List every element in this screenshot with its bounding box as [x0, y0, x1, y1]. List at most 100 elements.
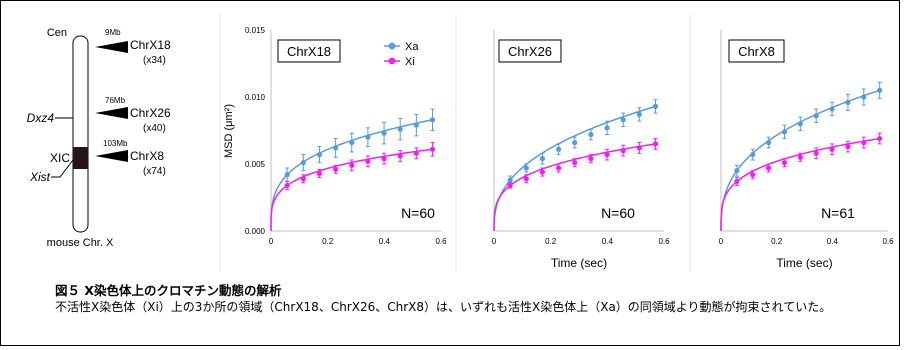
locus-position: 9Mb: [105, 28, 121, 37]
data-point: [333, 145, 339, 151]
x-tick-label: 0.4: [827, 237, 839, 246]
dxz4-label: Dxz4: [27, 111, 55, 125]
data-point: [284, 172, 290, 178]
data-point: [300, 160, 306, 166]
data-point: [365, 134, 371, 140]
legend-label: Xi: [405, 56, 415, 68]
legend-marker: [388, 42, 396, 50]
data-point: [877, 87, 883, 93]
msd-chart-chrx18: 0 0.2 0.4 0.6 0.000 0.005 0.010 0.015 MSD (μm²) C…: [223, 26, 447, 246]
data-point: [572, 160, 578, 166]
x-tick-label: 0.2: [545, 237, 557, 246]
data-point: [429, 117, 436, 123]
data-point: [734, 178, 740, 185]
x-tick-label: 0: [719, 237, 724, 246]
data-point: [523, 176, 529, 182]
data-point: [397, 126, 403, 132]
data-point: [813, 113, 819, 119]
data-point: [829, 106, 835, 112]
sample-size-label: N=60: [601, 205, 635, 221]
sample-size-label: N=61: [821, 205, 855, 221]
legend-label: Xa: [405, 41, 419, 53]
xist-label: Xist: [29, 170, 51, 184]
xist-line: [51, 159, 74, 178]
data-point: [750, 172, 756, 178]
data-point: [604, 152, 610, 158]
locus-name: ChrX26: [130, 106, 171, 120]
caption-body: 不活性X染色体（Xi）上の3か所の領域（ChrX18、ChrX26、ChrX8）…: [55, 300, 832, 314]
sample-size-label: N=60: [401, 205, 435, 221]
data-point: [765, 139, 772, 146]
data-point: [349, 139, 355, 146]
x-tick-label: 0: [492, 237, 497, 246]
locus-chrx8: 103Mb ChrX8 (x74): [95, 139, 166, 177]
data-point: [507, 177, 513, 183]
msd-chart-chrx26: 0 0.2 0.4 0.6 Time (sec) ChrX26 N=60: [492, 30, 670, 270]
locus-position: 103Mb: [103, 139, 128, 148]
data-point: [845, 143, 851, 150]
data-point: [750, 152, 756, 158]
y-tick-label: 0.015: [245, 26, 266, 35]
data-point: [652, 141, 659, 147]
xic-label: XIC: [50, 151, 70, 165]
y-axis-label: MSD (μm²): [223, 104, 235, 158]
series-xa: [270, 108, 436, 232]
locus-copies: (x74): [143, 166, 166, 177]
locus-copies: (x34): [143, 55, 166, 66]
data-point: [652, 103, 659, 109]
panel-title: ChrX8: [738, 44, 775, 59]
data-point: [797, 121, 803, 127]
data-point: [333, 166, 339, 172]
data-point: [588, 156, 594, 162]
data-point: [781, 160, 788, 166]
panel-title-box: [498, 39, 562, 63]
data-point: [620, 117, 626, 123]
data-point: [284, 182, 290, 189]
panel-title: ChrX18: [287, 44, 331, 59]
x-tick-label: 0.4: [379, 237, 391, 246]
locus-copies: (x40): [143, 123, 166, 134]
data-point: [813, 150, 819, 156]
data-point: [620, 148, 626, 154]
locus-chrx26: 76Mb ChrX26 (x40): [95, 96, 171, 134]
locus-name: ChrX18: [130, 38, 171, 52]
data-point: [316, 170, 323, 176]
data-point: [397, 153, 403, 159]
data-point: [539, 156, 546, 162]
data-point: [429, 146, 436, 152]
data-point: [507, 182, 513, 189]
locus-arrow: [95, 150, 128, 162]
data-point: [636, 111, 642, 118]
y-tick-label: 0.000: [245, 227, 266, 236]
legend-marker: [388, 57, 396, 65]
chromosome-name: mouse Chr. X: [47, 237, 114, 249]
x-tick-label: 0: [269, 237, 274, 246]
data-point: [765, 165, 772, 171]
series-xi: [493, 138, 659, 232]
x-axis-label: Time (sec): [551, 256, 607, 270]
data-point: [797, 154, 803, 160]
data-point: [829, 146, 835, 152]
data-point: [349, 162, 355, 168]
locus-position: 76Mb: [105, 96, 126, 105]
x-axis-label: Time (sec): [776, 256, 832, 270]
panel-title-box: [728, 39, 785, 63]
y-tick-label: 0.010: [245, 93, 266, 102]
locus-chrx18: 9Mb ChrX18 (x34): [95, 28, 171, 66]
caption-title: 図５ X染色体上のクロマチン動態の解析: [55, 283, 282, 298]
data-point: [381, 130, 387, 136]
data-point: [300, 176, 306, 182]
x-tick-label: 0.6: [882, 237, 894, 246]
data-point: [845, 99, 851, 105]
cen-label: Cen: [47, 27, 67, 39]
y-tick-label: 0.005: [245, 160, 266, 169]
series-xa: [720, 81, 883, 232]
data-point: [556, 146, 562, 152]
series-xi: [720, 132, 883, 232]
locus-arrow: [95, 107, 128, 119]
data-point: [604, 125, 610, 131]
data-point: [381, 156, 387, 162]
data-point: [734, 168, 740, 174]
